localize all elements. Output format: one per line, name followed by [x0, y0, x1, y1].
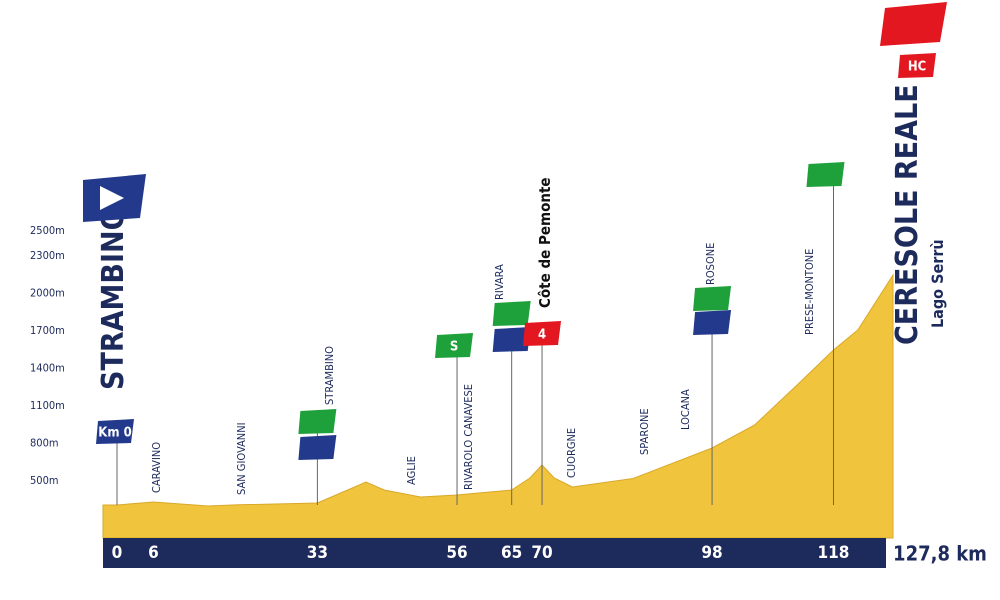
- x-tick-label: 0: [112, 543, 123, 563]
- place-label: PRESE-MONTONE: [803, 249, 816, 335]
- x-tick-label: 127,8 km: [893, 542, 987, 566]
- place-label: ROSONE: [704, 243, 717, 285]
- marker: [298, 409, 337, 434]
- marker: [693, 286, 732, 311]
- y-tick-label: 2000m: [30, 287, 65, 300]
- y-tick-label: 1100m: [30, 399, 65, 412]
- y-tick-label: 1700m: [30, 324, 65, 337]
- marker: [435, 333, 474, 358]
- y-tick-label: 2300m: [30, 249, 65, 262]
- x-tick-label: 56: [446, 543, 467, 563]
- y-tick-label: 800m: [30, 437, 59, 450]
- y-tick-label: 500m: [30, 474, 59, 487]
- climb-name: Côte de Pemonte: [536, 177, 554, 308]
- place-label: CUORGNE: [565, 428, 578, 478]
- place-label: SAN GIOVANNI: [235, 422, 248, 495]
- place-label: STRAMBINO: [323, 346, 336, 405]
- x-tick-label: 70: [531, 543, 552, 563]
- place-label: RIVARA: [493, 264, 506, 300]
- marker: [806, 162, 845, 187]
- marker-label: HC: [908, 60, 926, 75]
- marker-label: S: [450, 340, 458, 355]
- x-tick-label: 33: [307, 543, 328, 563]
- marker-label: Km 0: [98, 426, 131, 441]
- marker: [298, 435, 337, 460]
- place-label: CARAVINO: [150, 442, 163, 493]
- marker: [523, 321, 562, 346]
- marker: [898, 53, 936, 78]
- place-label: LOCANA: [679, 389, 692, 430]
- x-tick-label: 65: [501, 543, 522, 563]
- finish-flag: [880, 2, 947, 46]
- place-label: RIVAROLO CANAVESE: [462, 384, 475, 490]
- marker: [492, 327, 531, 352]
- finish-sub: Lago Serrù: [928, 239, 947, 328]
- y-tick-label: 1400m: [30, 362, 65, 375]
- place-label: SPARONE: [638, 408, 651, 455]
- y-tick-label: 2500m: [30, 224, 65, 237]
- x-axis-bar: [103, 538, 886, 568]
- x-tick-label: 98: [701, 543, 722, 563]
- marker: [492, 301, 531, 326]
- finish-name: CERESOLE REALE: [890, 84, 925, 345]
- x-tick-label: 6: [148, 543, 159, 563]
- place-label: AGLIE: [405, 456, 418, 485]
- elevation-area: [102, 273, 894, 539]
- marker: [96, 419, 134, 444]
- start-name: STRAMBINO: [96, 207, 131, 390]
- x-tick-label: 118: [818, 543, 850, 563]
- marker-label: 4: [538, 328, 546, 343]
- start-arrow: [100, 186, 124, 210]
- marker: [693, 310, 732, 335]
